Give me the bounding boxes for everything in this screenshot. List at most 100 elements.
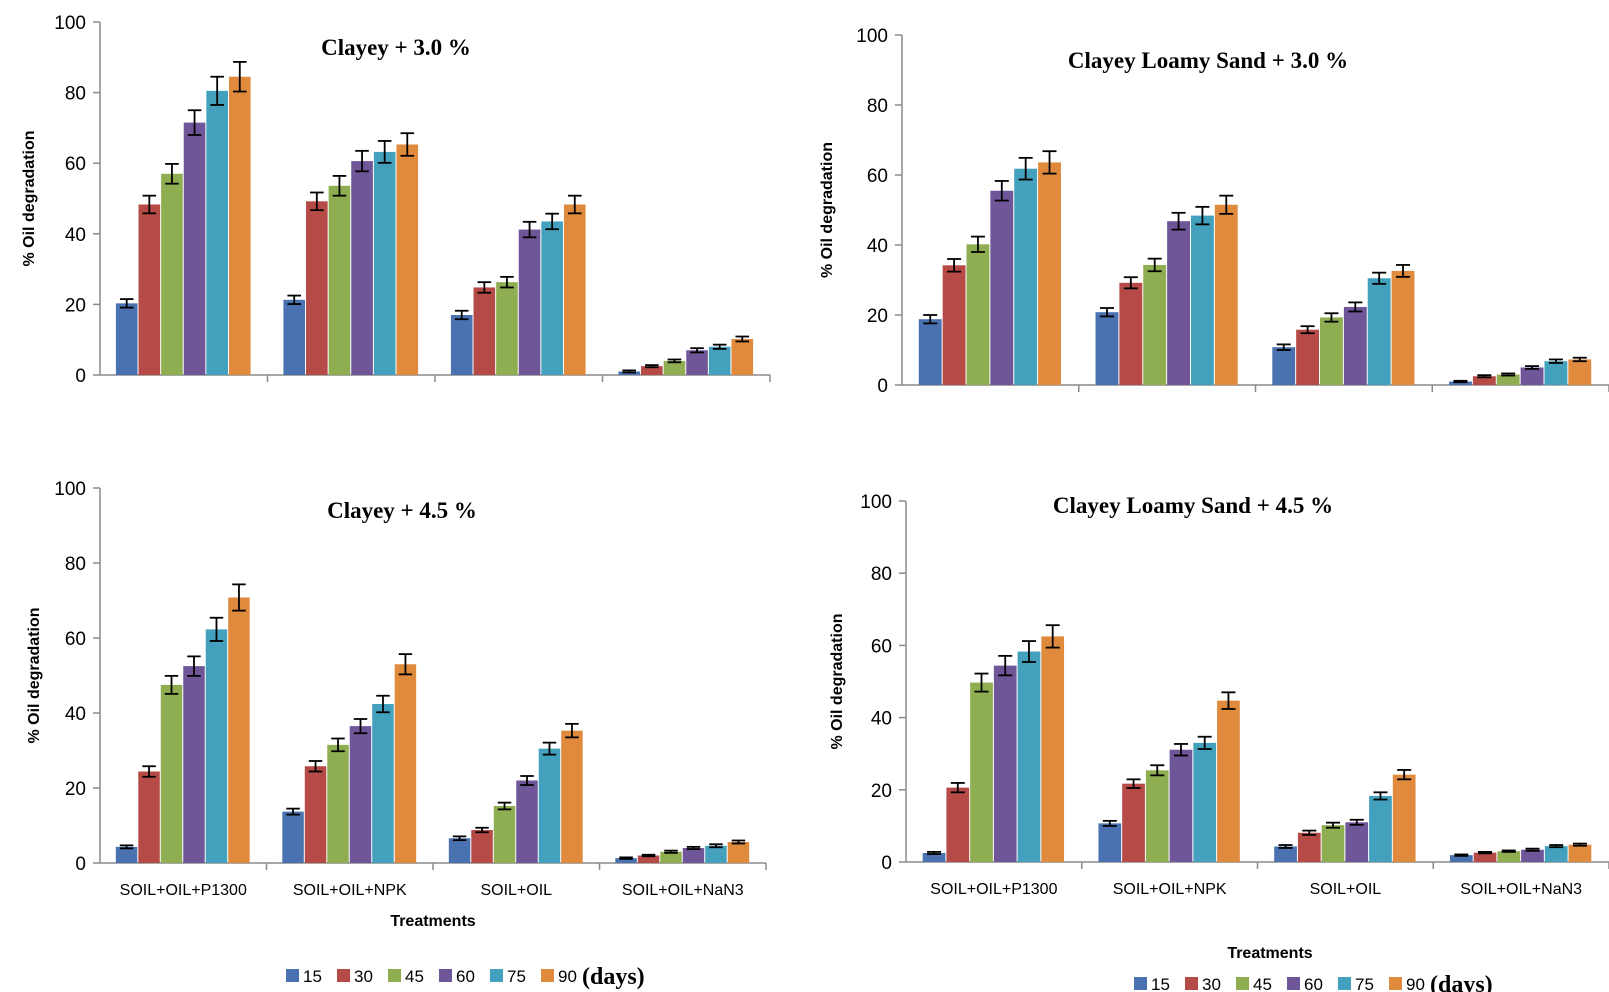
bar-15-0 (922, 852, 946, 862)
bar-90-1 (1217, 700, 1240, 862)
category-label: SOIL+OIL+NaN3 (622, 882, 744, 899)
bar-60-3 (686, 350, 708, 375)
bar-45-0 (966, 244, 990, 385)
bar-60-3 (1521, 849, 1544, 862)
bar-75-0 (205, 629, 228, 863)
bar-75-3 (708, 346, 731, 375)
bar-45-1 (1145, 770, 1169, 862)
y-tick-label: 40 (65, 225, 86, 246)
y-tick-label: 20 (65, 779, 86, 800)
bar-75-0 (1017, 651, 1041, 862)
bar-15-2 (1272, 347, 1296, 385)
category-label: SOIL+OIL+NaN3 (1460, 881, 1582, 898)
legend-swatch-90 (541, 969, 554, 982)
bar-90-2 (1391, 270, 1415, 385)
legend-label-15: 15 (1151, 975, 1170, 992)
bar-75-3 (1544, 846, 1568, 862)
y-tick-label: 60 (65, 154, 86, 175)
y-tick-label: 40 (871, 709, 892, 730)
bar-15-1 (283, 299, 306, 375)
bar-15-1 (1095, 312, 1119, 385)
y-axis-title: % Oil degradation (829, 613, 846, 749)
y-axis-title: % Oil degradation (21, 130, 38, 266)
bar-60-0 (183, 122, 206, 375)
legend-label-45: 45 (1253, 975, 1272, 992)
legend-swatch-90 (1389, 977, 1402, 990)
y-axis-title: % Oil degradation (26, 607, 43, 743)
y-tick-label: 80 (65, 554, 86, 575)
bar-60-0 (990, 190, 1014, 385)
bar-45-2 (496, 282, 518, 375)
y-tick-label: 0 (881, 853, 892, 874)
chart-clayey-4-5: 0 20 40 60 80 100 SOIL+OIL+P1300 SOIL+OIL+NPK SO… (26, 479, 767, 930)
bar-60-1 (1169, 749, 1193, 862)
legend-swatch-75 (1338, 977, 1351, 990)
bar-15-2 (448, 838, 471, 863)
legend-swatch-30 (337, 969, 350, 982)
bar-30-2 (473, 287, 496, 375)
y-tick-label: 60 (871, 636, 892, 657)
chart-title: Clayey + 4.5 % (327, 498, 477, 523)
legend-days-label: (days) (1430, 972, 1493, 992)
legend-label-75: 75 (507, 967, 526, 986)
y-tick-label: 40 (867, 236, 888, 257)
bar-15-2 (450, 314, 473, 375)
bar-75-2 (1367, 278, 1391, 385)
legend-swatch-45 (388, 969, 401, 982)
bar-15-3 (1449, 855, 1473, 862)
bar-90-2 (561, 730, 583, 863)
legend-label-90: 90 (558, 967, 577, 986)
bar-30-0 (138, 771, 160, 863)
y-tick-label: 0 (75, 854, 86, 875)
legend-swatch-75 (490, 969, 503, 982)
bar-45-0 (970, 682, 993, 862)
bar-60-2 (516, 780, 538, 863)
chart-title: Clayey Loamy Sand + 3.0 % (1068, 48, 1348, 73)
bar-60-2 (1343, 306, 1367, 385)
x-axis-title: Treatments (390, 913, 475, 930)
category-label: SOIL+OIL+P1300 (930, 881, 1057, 898)
bar-30-2 (1297, 832, 1321, 862)
bar-30-2 (1296, 329, 1320, 385)
bar-15-1 (282, 811, 304, 863)
bar-60-2 (1345, 822, 1369, 862)
category-label: SOIL+OIL+NPK (1113, 881, 1227, 898)
bar-75-1 (1190, 215, 1214, 385)
category-label: SOIL+OIL+NPK (293, 882, 407, 899)
y-tick-label: 20 (65, 295, 86, 316)
bar-90-0 (1038, 162, 1061, 385)
bar-60-0 (993, 665, 1017, 862)
bar-30-0 (138, 204, 161, 375)
bar-90-0 (228, 76, 251, 375)
legend-left: 15 30 45 60 75 90 (days) (286, 964, 645, 990)
y-tick-label: 60 (65, 629, 86, 650)
y-tick-label: 80 (867, 96, 888, 117)
bar-60-1 (349, 726, 372, 863)
bar-15-0 (115, 303, 138, 375)
y-axis-title: % Oil degradation (819, 142, 836, 278)
bar-15-3 (615, 858, 637, 863)
bar-45-2 (1320, 317, 1343, 385)
bar-15-3 (1449, 381, 1472, 385)
bar-60-0 (183, 666, 205, 863)
category-label: SOIL+OIL (1310, 881, 1382, 898)
y-tick-label: 100 (54, 479, 86, 500)
bar-45-3 (663, 360, 686, 375)
bar-45-3 (1496, 374, 1520, 385)
y-tick-label: 80 (871, 564, 892, 585)
bar-75-1 (372, 704, 394, 863)
y-tick-label: 20 (871, 781, 892, 802)
legend-swatch-60 (1287, 977, 1300, 990)
bar-45-2 (1321, 825, 1345, 862)
bar-30-2 (471, 830, 493, 863)
legend-swatch-15 (1134, 977, 1147, 990)
y-tick-label: 60 (867, 166, 888, 187)
bar-75-2 (538, 748, 561, 863)
bar-45-3 (660, 851, 682, 863)
bar-90-0 (228, 597, 250, 863)
legend-right: 15 30 45 60 75 90 (days) (1134, 972, 1493, 992)
bar-15-0 (115, 846, 138, 863)
x-axis-title: Treatments (1227, 945, 1312, 962)
bar-15-2 (1274, 846, 1297, 862)
